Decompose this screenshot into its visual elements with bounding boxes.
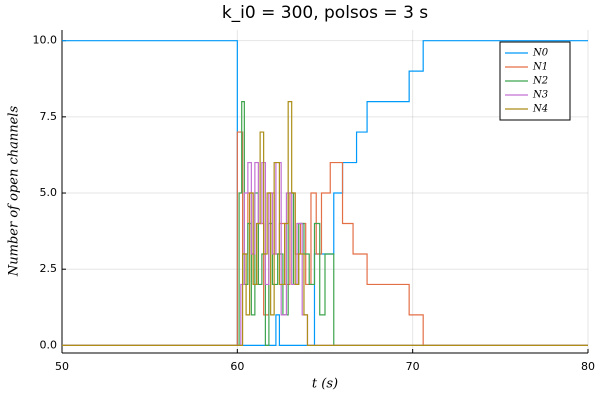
x-tick-label: 50	[55, 360, 69, 373]
x-tick-label: 80	[581, 360, 595, 373]
series-line	[62, 161, 588, 346]
x-tick-label: 60	[230, 360, 244, 373]
legend-label: N4	[532, 104, 548, 115]
y-tick-label: 0.0	[40, 338, 58, 351]
chart-title: k_i0 = 300, polsos = 3 s	[222, 3, 428, 23]
y-tick-label: 2.5	[40, 262, 58, 275]
y-tick-label: 10.0	[33, 34, 58, 47]
x-tick-label: 70	[406, 360, 420, 373]
series-line	[62, 40, 588, 346]
y-tick-label: 7.5	[40, 110, 58, 123]
series-line	[62, 101, 588, 346]
y-tick-label: 5.0	[40, 186, 58, 199]
y-axis-label: Number of open channels	[7, 106, 22, 278]
legend-label: N3	[532, 90, 548, 101]
series-line	[62, 101, 588, 346]
legend-label: N0	[532, 48, 549, 59]
legend-label: N2	[532, 76, 548, 87]
legend-label: N1	[532, 62, 548, 73]
x-axis-label: t (s)	[312, 377, 338, 392]
